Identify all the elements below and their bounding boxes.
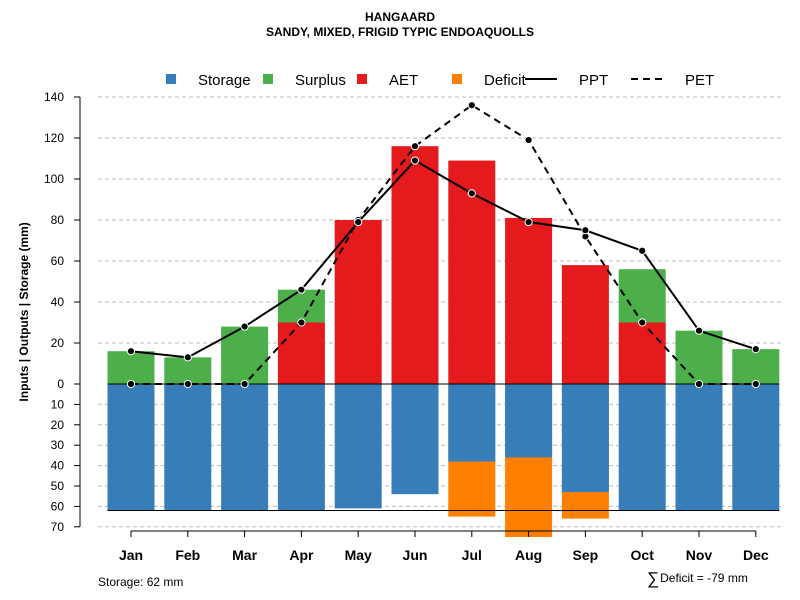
sum-symbol: ∑ — [647, 569, 660, 588]
x-tick-label: Apr — [289, 547, 314, 563]
storage-bar — [164, 384, 212, 511]
y-tick-label: 10 — [51, 397, 65, 411]
storage-bar — [732, 384, 780, 511]
y-tick-label: 70 — [51, 520, 65, 534]
surplus-bar — [618, 269, 666, 323]
storage-bar — [448, 384, 496, 462]
x-tick-label: Jul — [462, 547, 482, 563]
legend-label: PET — [685, 72, 714, 89]
x-tick-label: Jan — [119, 547, 143, 563]
y-tick-label: 80 — [51, 213, 65, 227]
legend-swatch — [263, 74, 273, 84]
y-axis-label: Inputs | Outputs | Storage (mm) — [17, 222, 31, 401]
ppt-point — [694, 326, 704, 335]
y-tick-label: 120 — [44, 131, 64, 145]
pet-line — [131, 103, 756, 385]
pet-point — [638, 318, 647, 327]
pet-point — [126, 379, 136, 389]
storage-bar — [391, 384, 439, 495]
aet-bar — [277, 322, 325, 384]
legend-label: PPT — [579, 72, 608, 89]
legend-label: Surplus — [295, 72, 346, 89]
y-tick-label: 30 — [51, 438, 65, 452]
ppt-point — [467, 189, 476, 198]
y-tick-label: 60 — [51, 254, 65, 268]
aet-bar — [561, 265, 609, 384]
storage-bar — [618, 384, 666, 511]
pet-point — [410, 142, 420, 151]
x-tick-label: Nov — [686, 547, 713, 563]
storage-bar — [221, 384, 269, 511]
pet-point — [183, 379, 192, 389]
y-tick-label: 20 — [51, 418, 65, 432]
ppt-point — [581, 226, 590, 235]
deficit-note: ∑Deficit = -79 mm — [647, 569, 748, 589]
x-tick-label: Sep — [573, 547, 599, 563]
x-tick-label: Aug — [515, 547, 542, 563]
aet-bar — [448, 160, 496, 384]
ppt-point — [126, 347, 136, 356]
pet-point — [751, 379, 760, 389]
y-tick-label: 60 — [51, 499, 65, 513]
aet-bar — [618, 322, 666, 384]
y-tick-label: 140 — [44, 90, 64, 104]
legend-swatch — [357, 74, 367, 84]
storage-bar — [675, 384, 723, 511]
aet-bar — [391, 146, 439, 384]
pet-point — [467, 101, 476, 110]
pet-point — [524, 135, 533, 145]
y-tick-label: 40 — [51, 459, 65, 473]
x-tick-label: Oct — [631, 547, 655, 563]
aet-bar — [334, 220, 382, 384]
y-tick-label: 100 — [44, 172, 64, 186]
legend-swatch — [166, 74, 176, 84]
surplus-bar — [107, 351, 155, 384]
surplus-bar — [732, 349, 780, 384]
storage-bar — [505, 384, 553, 458]
storage-bar — [277, 384, 325, 511]
chart-subtitle: SANDY, MIXED, FRIGID TYPIC ENDOAQUOLLS — [265, 25, 535, 39]
legend-label: Storage — [198, 72, 251, 89]
storage-bar — [107, 384, 155, 511]
ppt-point — [410, 156, 420, 165]
ppt-point — [297, 285, 306, 294]
x-tick-label: Mar — [232, 547, 257, 563]
ppt-point — [751, 345, 760, 354]
aet-bar — [505, 217, 553, 384]
storage-bar — [561, 384, 609, 493]
x-tick-label: Jun — [403, 547, 428, 563]
deficit-note-text: Deficit = -79 mm — [660, 571, 748, 585]
pet-point — [694, 379, 704, 389]
legend-label: AET — [389, 72, 418, 89]
ppt-point — [524, 217, 533, 227]
y-tick-label: 0 — [57, 377, 64, 391]
legend-swatch — [452, 74, 462, 84]
chart-title: HANGAARD — [365, 10, 435, 24]
legend-label: Deficit — [484, 72, 527, 89]
storage-bar — [334, 384, 382, 509]
x-tick-label: Feb — [175, 547, 200, 563]
ppt-point — [638, 246, 647, 255]
surplus-bar — [675, 330, 723, 384]
x-tick-label: Dec — [743, 547, 769, 563]
storage-note: Storage: 62 mm — [98, 575, 184, 589]
ppt-line — [130, 159, 757, 359]
ppt-point — [183, 353, 192, 362]
y-tick-label: 40 — [51, 295, 65, 309]
pet-point — [240, 379, 249, 389]
ppt-point — [354, 217, 363, 227]
pet-point — [297, 318, 306, 327]
y-tick-label: 50 — [51, 479, 65, 493]
y-tick-label: 20 — [51, 336, 65, 350]
ppt-point — [240, 322, 249, 331]
x-tick-label: May — [345, 547, 372, 563]
surplus-bar — [164, 357, 212, 384]
